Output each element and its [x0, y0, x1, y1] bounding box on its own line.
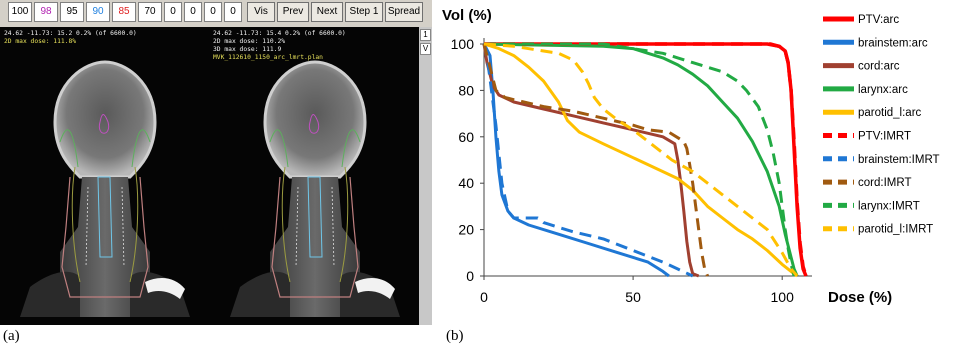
- x-tick-label: 50: [625, 289, 641, 305]
- dose-level-chip[interactable]: 85: [112, 2, 136, 22]
- dose-level-chip[interactable]: 98: [34, 2, 58, 22]
- series-line-cord-arc: [484, 44, 699, 276]
- y-tick-label: 100: [451, 36, 475, 52]
- vis-button[interactable]: Vis: [247, 2, 275, 22]
- y-axis-title: Vol (%): [442, 7, 492, 24]
- y-tick-label: 20: [458, 222, 474, 238]
- legend-label: cord:IMRT: [858, 177, 911, 189]
- coronal-ct-dose-image: [0, 27, 420, 325]
- dose-viewer-screenshot: 100 98 95 90 85 70 0 0 0 0 Vis Prev Next…: [0, 0, 432, 325]
- right-overlay-line: 24.62 -11.73: 15.4 0.2% (of 6600.0): [213, 30, 346, 37]
- step-button[interactable]: Step 1: [345, 2, 383, 22]
- series-line-brainstem-imrt: [484, 44, 693, 276]
- legend-label: PTV:arc: [858, 14, 899, 26]
- legend-label: parotid_l:IMRT: [858, 224, 933, 236]
- y-tick-label: 40: [458, 175, 474, 191]
- legend-label: PTV:IMRT: [858, 131, 911, 143]
- left-overlay-line: 2D max dose: 111.8%: [4, 38, 76, 45]
- y-tick-label: 0: [466, 268, 474, 284]
- legend-label: brainstem:IMRT: [858, 154, 940, 166]
- dose-level-chip[interactable]: 0: [164, 2, 182, 22]
- dose-level-chip[interactable]: 0: [204, 2, 222, 22]
- dose-level-chip[interactable]: 70: [138, 2, 162, 22]
- right-overlay-line: 3D max dose: 111.9: [213, 46, 281, 53]
- x-axis-title: Dose (%): [828, 289, 892, 306]
- spread-button[interactable]: Spread: [385, 2, 423, 22]
- legend-label: cord:arc: [858, 61, 900, 73]
- dose-level-chip[interactable]: 90: [86, 2, 110, 22]
- panel-b-label: (b): [446, 328, 464, 345]
- right-overlay-line: 2D max dose: 110.2%: [213, 38, 285, 45]
- legend-label: larynx:arc: [858, 84, 908, 96]
- dose-level-chip[interactable]: 0: [184, 2, 202, 22]
- legend-label: brainstem:arc: [858, 37, 928, 49]
- right-overlay-line: MVK_112610_1150_arc_lmrt.plan: [213, 54, 323, 61]
- dvh-chart-panel: 0 20 40 60 80 100 0 50 100 Vol (%) Dose (%) PTV:ar…: [440, 0, 958, 349]
- left-overlay-line: 24.62 -11.73: 15.2 0.2% (of 6600.0): [4, 30, 137, 37]
- legend-label: larynx:IMRT: [858, 200, 920, 212]
- next-button[interactable]: Next: [311, 2, 343, 22]
- side-strip-chip[interactable]: V: [420, 43, 431, 55]
- y-tick-label: 80: [458, 82, 474, 98]
- series-line-parotid-l-arc: [484, 44, 797, 276]
- prev-button[interactable]: Prev: [277, 2, 309, 22]
- legend-label: parotid_l:arc: [858, 107, 922, 119]
- dose-level-chip[interactable]: 100: [8, 2, 32, 22]
- side-strip: 1 V: [419, 27, 432, 325]
- panel-a-label: (a): [3, 328, 20, 345]
- x-tick-label: 100: [771, 289, 795, 305]
- dose-level-chip[interactable]: 95: [60, 2, 84, 22]
- dose-level-chip[interactable]: 0: [224, 2, 242, 22]
- dvh-chart: 0 20 40 60 80 100 0 50 100 Vol (%) Dose (%) PTV:ar…: [440, 0, 958, 349]
- side-strip-chip[interactable]: 1: [420, 29, 431, 41]
- y-tick-label: 60: [458, 129, 474, 145]
- viewer-toolbar: 100 98 95 90 85 70 0 0 0 0 Vis Prev Next…: [0, 0, 432, 27]
- x-tick-label: 0: [480, 289, 488, 305]
